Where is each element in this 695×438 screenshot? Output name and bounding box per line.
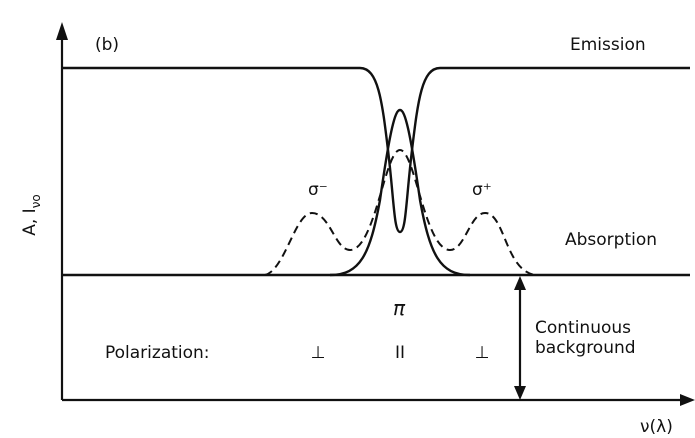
pi-curve xyxy=(329,108,471,277)
polarization-mark: II xyxy=(395,343,405,363)
emission-curve xyxy=(62,66,690,234)
x-arrow xyxy=(680,394,695,406)
sigma-minus-label: σ⁻ xyxy=(308,180,328,200)
y-label-sub: νo xyxy=(29,194,43,208)
panel-label: (b) xyxy=(95,35,119,55)
polarization-label: Polarization: xyxy=(105,343,210,363)
y-axis-label: A, Iνo xyxy=(20,194,43,236)
sigma-curve xyxy=(264,148,536,276)
arrow-head xyxy=(514,276,526,290)
polarization-mark: ⊥ xyxy=(475,343,490,363)
background-label: Continuous xyxy=(535,318,631,338)
sigma-plus-label: σ⁺ xyxy=(472,180,492,200)
emission-label: Emission xyxy=(570,35,646,55)
x-axis-label: ν(λ) xyxy=(640,417,673,437)
background-label: background xyxy=(535,338,636,358)
arrow-head xyxy=(514,386,526,400)
y-arrow xyxy=(56,22,68,40)
y-label-main: A, I xyxy=(20,208,40,235)
absorption-label: Absorption xyxy=(565,230,657,250)
pi-label: π xyxy=(393,296,406,320)
polarization-mark: ⊥ xyxy=(311,343,326,363)
